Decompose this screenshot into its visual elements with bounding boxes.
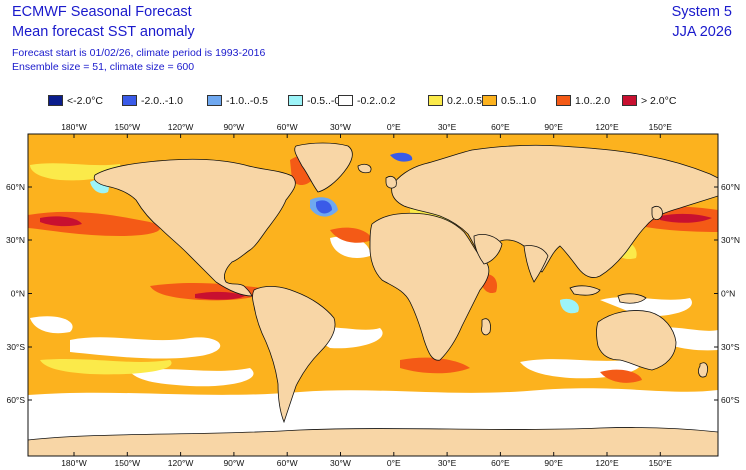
longitude-label: 120°W — [168, 458, 194, 468]
africa — [369, 212, 490, 361]
south-america — [252, 286, 336, 424]
land-masses — [28, 142, 718, 456]
legend-swatch — [482, 95, 497, 106]
neutral-patch — [130, 368, 254, 387]
longitude-label: 90°E — [544, 458, 563, 468]
longitude-label: 60°E — [491, 122, 510, 132]
chart-subtitle: Mean forecast SST anomaly — [12, 24, 195, 40]
forecast-start-text: Forecast start is 01/02/26, climate peri… — [12, 47, 266, 59]
legend-label: -0.2..0.2 — [357, 95, 396, 107]
very-warm-enso — [195, 291, 245, 300]
legend-swatch — [288, 95, 303, 106]
legend-label: 0.5..1.0 — [501, 95, 537, 107]
longitude-label: 0°E — [387, 122, 401, 132]
longitude-label: 0°E — [387, 458, 401, 468]
warm-anomaly-south-atlantic — [400, 357, 470, 374]
longitude-label: 90°E — [544, 122, 563, 132]
longitude-label: 120°W — [168, 122, 194, 132]
color-legend: <-2.0°C -2.0..-1.0 -1.0..-0.5 -0.5..-0.2 -0.… — [48, 94, 728, 108]
axis-ticks — [28, 134, 718, 456]
legend-label: 0.2..0.5 — [447, 95, 483, 107]
legend-swatch — [48, 95, 63, 106]
top-longitude-labels: 180°W 150°W 120°W 90°W 60°W 30°W 0°E 30°E 60°E 90… — [61, 122, 672, 132]
neutral-patch — [30, 316, 73, 334]
very-warm-west-pacific — [660, 213, 712, 223]
warm-anomaly-south-pacific — [600, 369, 642, 383]
longitude-label: 30°W — [330, 122, 351, 132]
north-america — [93, 158, 296, 297]
legend-label: <-2.0°C — [67, 95, 104, 107]
latitude-label: 60°N — [6, 182, 25, 192]
latitude-label: 0°N — [721, 289, 735, 299]
longitude-label: 150°W — [114, 458, 140, 468]
longitude-label: 30°W — [330, 458, 351, 468]
australia — [596, 310, 677, 371]
japan — [651, 206, 663, 220]
longitude-label: 180°W — [61, 458, 87, 468]
longitude-label: 60°W — [277, 122, 298, 132]
longitude-label: 150°E — [649, 122, 673, 132]
ensemble-size-text: Ensemble size = 51, climate size = 600 — [12, 61, 195, 73]
cold-anomaly-atlantic — [316, 200, 332, 214]
longitude-label: 30°E — [438, 458, 457, 468]
legend-swatch — [207, 95, 222, 106]
latitude-label: 0°N — [11, 289, 25, 299]
legend-swatch — [622, 95, 637, 106]
legend-swatch — [338, 95, 353, 106]
season-label: JJA 2026 — [672, 24, 732, 40]
greenland — [294, 142, 353, 193]
warm-anomaly-atlantic — [330, 227, 372, 243]
map-plot-area — [28, 134, 718, 456]
legend-swatch — [122, 95, 137, 106]
longitude-label: 30°E — [438, 122, 457, 132]
latitude-label: 60°S — [6, 395, 25, 405]
legend-label: -2.0..-1.0 — [141, 95, 184, 107]
longitude-label: 120°E — [595, 122, 619, 132]
longitude-label: 120°E — [595, 458, 619, 468]
legend-swatch — [556, 95, 571, 106]
latitude-label: 30°S — [6, 342, 25, 352]
right-latitude-labels: 60°N 30°N 0°N 30°S 60°S — [721, 182, 740, 405]
eurasia — [391, 144, 718, 278]
british-isles — [385, 176, 397, 189]
latitude-label: 30°N — [6, 235, 25, 245]
weak-warm-patch — [40, 359, 172, 375]
latitude-label: 30°S — [721, 342, 740, 352]
cold-anomaly-maritime — [560, 298, 579, 314]
longitude-label: 150°E — [649, 458, 673, 468]
chart-title: ECMWF Seasonal Forecast — [12, 4, 192, 20]
very-warm-north-pacific — [40, 216, 82, 227]
latitude-label: 60°N — [721, 182, 740, 192]
latitude-label: 60°S — [721, 395, 740, 405]
legend-label: -1.0..-0.5 — [226, 95, 269, 107]
bottom-longitude-labels: 180°W 150°W 120°W 90°W 60°W 30°W 0°E 30°E 60°E 90… — [61, 458, 672, 468]
neutral-patch — [70, 337, 221, 359]
longitude-label: 90°W — [223, 458, 244, 468]
indonesia — [569, 285, 601, 296]
india — [523, 245, 549, 283]
iceland — [357, 164, 372, 174]
legend-swatch — [428, 95, 443, 106]
longitude-label: 60°W — [277, 458, 298, 468]
system-label: System 5 — [671, 4, 732, 20]
map-frame — [27, 133, 719, 457]
new-guinea — [617, 293, 647, 304]
left-latitude-labels: 60°N 30°N 0°N 30°S 60°S — [6, 182, 25, 405]
new-zealand — [698, 362, 708, 378]
cold-anomaly-nordic — [390, 152, 413, 162]
longitude-label: 90°W — [223, 122, 244, 132]
arabian-peninsula — [473, 234, 503, 265]
longitude-label: 180°W — [61, 122, 87, 132]
antarctica — [28, 427, 718, 456]
legend-label: > 2.0°C — [641, 95, 677, 107]
legend-label: 1.0..2.0 — [575, 95, 611, 107]
madagascar — [481, 318, 491, 336]
longitude-label: 60°E — [491, 458, 510, 468]
latitude-label: 30°N — [721, 235, 740, 245]
longitude-label: 150°W — [114, 122, 140, 132]
